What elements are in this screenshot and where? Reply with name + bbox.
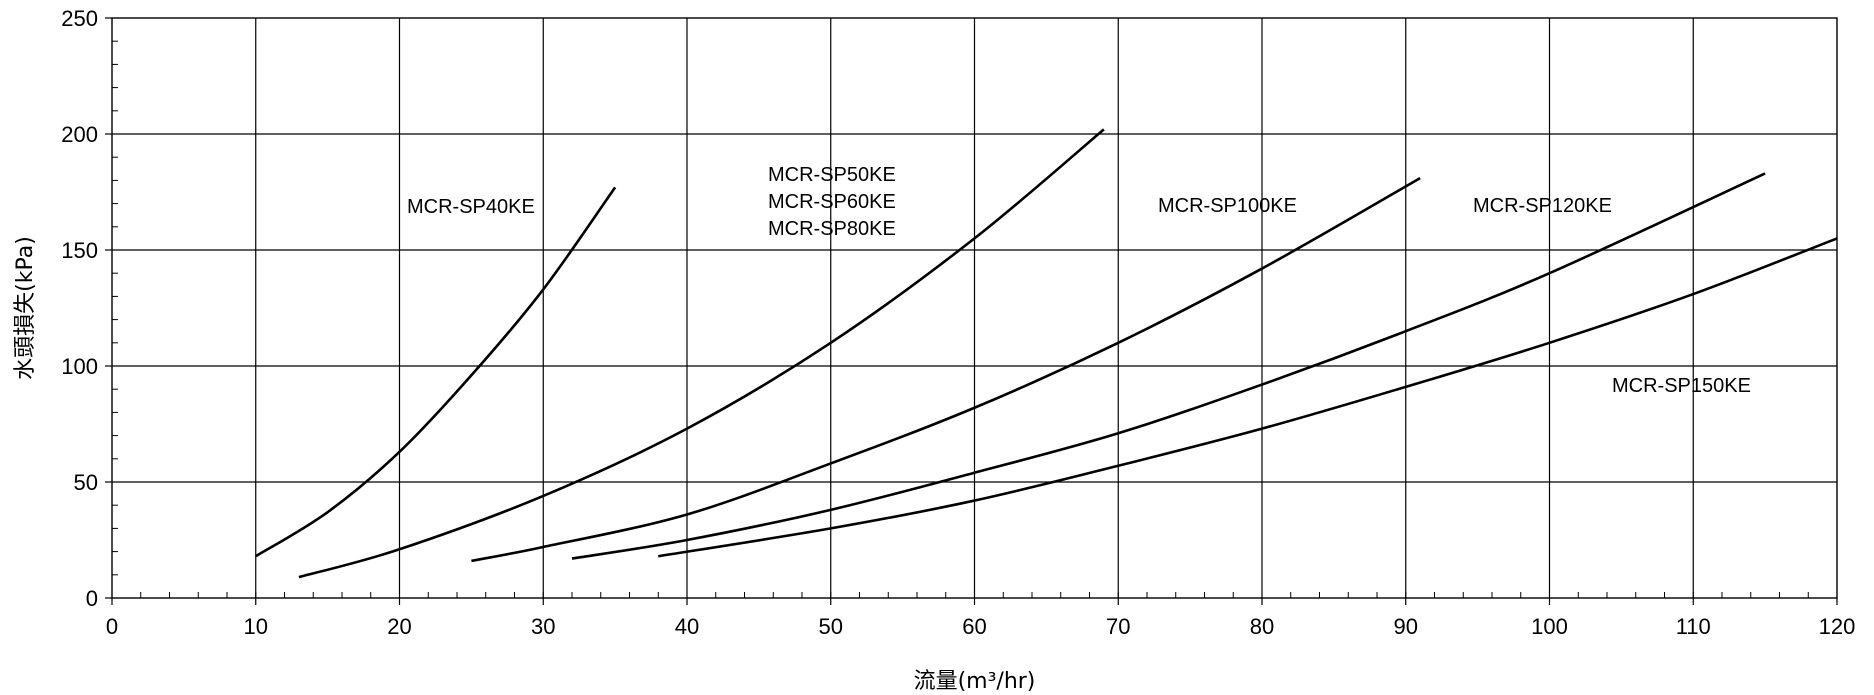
x-tick-label: 80 [1250,614,1274,639]
x-tick-label: 50 [819,614,843,639]
x-tick-label: 0 [106,614,118,639]
y-axis-title: 水頭損失(kPa) [13,236,38,380]
y-tick-label: 200 [61,122,98,147]
series-label: MCR-SP40KE [407,196,535,218]
series-line [658,237,1838,558]
y-tick-label: 250 [61,6,98,31]
y-tick-label: 0 [86,586,98,611]
x-tick-label: 30 [531,614,555,639]
x-tick-label: 10 [244,614,268,639]
x-tick-label: 110 [1676,614,1711,639]
series-label-layer: MCR-SP40KE MCR-SP50KE MCR-SP60KE MCR-SP80KE… [407,164,1751,397]
series-line [298,128,1105,579]
series-label: MCR-SP60KE [768,191,896,213]
y-tick-label: 50 [74,470,98,495]
series-label: MCR-SP150KE [1612,375,1751,397]
series-line [471,176,1421,563]
series-label: MCR-SP80KE [768,218,896,240]
x-tick-label: 20 [387,614,411,639]
x-axis-title: 流量(m³/hr) [914,669,1036,694]
series-label: MCR-SP100KE [1158,195,1297,217]
x-tick-label: 90 [1394,614,1418,639]
series-layer [255,128,1838,579]
y-tick-label: 150 [61,238,98,263]
x-tick-label: 40 [675,614,699,639]
series-line [255,186,617,558]
axis-layer: 0 10 20 30 40 50 60 70 80 90 100 110 120 0 50 100 150 200… [61,6,1855,639]
x-tick-label: 70 [1106,614,1130,639]
series-line [571,172,1766,560]
series-label: MCR-SP120KE [1473,195,1612,217]
x-tick-label: 120 [1819,614,1856,639]
grid-layer [112,18,1837,598]
series-label: MCR-SP50KE [768,164,896,186]
x-tick-label: 60 [962,614,986,639]
x-tick-label: 100 [1531,614,1568,639]
y-tick-label: 100 [61,354,98,379]
